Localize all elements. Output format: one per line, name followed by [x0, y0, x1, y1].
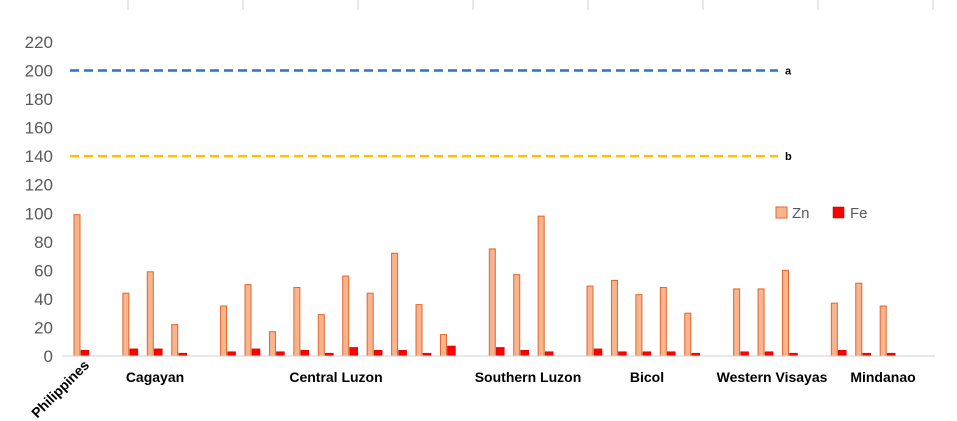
- region-label-philippines: Philippines: [28, 357, 92, 421]
- legend-swatch-fe: [832, 206, 845, 219]
- bars: [73, 214, 896, 357]
- region-label-western-visayas: Western Visayas: [717, 369, 828, 385]
- fe-bar: [154, 348, 163, 357]
- zn-bar: [610, 279, 618, 357]
- y-tick-label: 180: [25, 90, 53, 109]
- legend-label-zn: Zn: [792, 205, 810, 222]
- zn-bar: [293, 286, 301, 357]
- y-tick-label: 120: [25, 176, 53, 195]
- zn-bar: [855, 282, 863, 357]
- fe-bar: [618, 351, 627, 357]
- fe-bar: [764, 351, 774, 357]
- y-tick-label: 60: [34, 261, 53, 280]
- zn-bar: [488, 248, 496, 357]
- zn-bar: [830, 302, 838, 357]
- zn-bar: [586, 285, 594, 357]
- fe-bar: [544, 351, 554, 357]
- y-tick-label: 40: [34, 290, 53, 309]
- zn-bar: [415, 304, 423, 357]
- region-label-bicol: Bicol: [630, 369, 664, 385]
- fe-bar: [496, 347, 505, 357]
- fe-bar: [447, 345, 456, 357]
- zn-bar: [220, 305, 228, 357]
- zn-bar: [391, 252, 399, 357]
- fe-bar: [520, 350, 529, 357]
- fe-bar: [373, 350, 383, 357]
- region-label-mindanao: Mindanao: [850, 369, 915, 385]
- fe-bar: [349, 347, 358, 357]
- reference-line-label-a: a: [785, 66, 792, 78]
- region-label-cagayan: Cagayan: [126, 369, 184, 385]
- zn-bar: [781, 269, 789, 357]
- y-tick-label: 200: [25, 62, 53, 81]
- y-tick-label: 160: [25, 119, 53, 138]
- fe-bar: [300, 350, 310, 357]
- zn-bar: [146, 271, 154, 357]
- y-tick-label: 80: [34, 233, 53, 252]
- zn-bar: [439, 334, 447, 357]
- fe-bar: [129, 348, 139, 357]
- fe-bar: [667, 351, 676, 357]
- zn-bar: [122, 292, 130, 357]
- fe-bar: [251, 348, 261, 357]
- zn-bar: [171, 324, 179, 357]
- y-tick-label: 220: [25, 33, 53, 52]
- legend-label-fe: Fe: [850, 205, 868, 222]
- region-label-southern-luzon: Southern Luzon: [475, 369, 582, 385]
- zn-bar: [757, 288, 765, 357]
- fe-bar: [838, 350, 847, 357]
- zn-bar: [879, 305, 887, 357]
- fe-bar: [227, 351, 236, 357]
- zn-bar: [268, 331, 276, 357]
- zn-bar: [733, 288, 741, 357]
- region-labels: Philippines Cagayan Central Luzon Southern …: [28, 357, 916, 421]
- zn-bar: [635, 294, 643, 357]
- zn-bar: [317, 314, 325, 357]
- zn-bar: [659, 286, 667, 357]
- fe-bar: [593, 348, 603, 357]
- fe-bar: [80, 350, 90, 357]
- legend-swatch-zn: [775, 206, 788, 219]
- fe-bar: [276, 351, 285, 357]
- reference-line-label-b: b: [785, 151, 792, 163]
- y-tick-label: 100: [25, 204, 53, 223]
- reference-lines: ab: [70, 66, 792, 163]
- fe-bar: [740, 351, 749, 357]
- fe-bar: [398, 350, 407, 357]
- zn-bar: [73, 214, 81, 357]
- zn-bar: [537, 215, 545, 357]
- zn-bar: [366, 292, 374, 357]
- fe-bar: [642, 351, 652, 357]
- y-tick-label: 0: [44, 347, 53, 366]
- zn-bar: [513, 274, 521, 357]
- top-category-ticks: [127, 0, 934, 10]
- zn-bar: [244, 284, 252, 357]
- y-tick-label: 140: [25, 147, 53, 166]
- zn-bar: [342, 275, 350, 357]
- zn-bar: [684, 312, 692, 357]
- y-axis: 0 20 40 60 80 100 120 140 160 180 200 220: [25, 33, 53, 366]
- legend: Zn Fe: [775, 205, 868, 222]
- region-label-central-luzon: Central Luzon: [289, 369, 382, 385]
- y-tick-label: 20: [34, 318, 53, 337]
